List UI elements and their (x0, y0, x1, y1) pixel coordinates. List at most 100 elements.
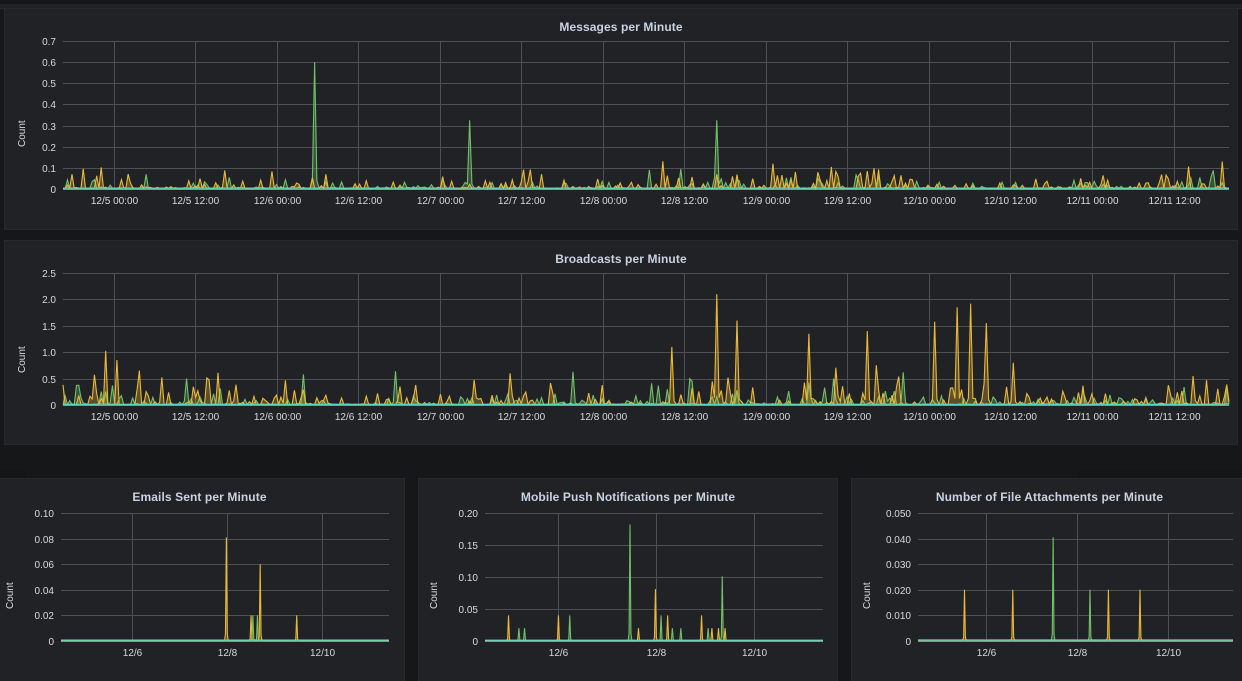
y-tick-label: 0 (50, 185, 56, 196)
x-tick-label: 12/6 (977, 648, 997, 659)
x-tick-label: 12/9 00:00 (743, 196, 791, 207)
series-line-green-series (485, 524, 823, 642)
x-tick-label: 12/7 00:00 (417, 412, 465, 423)
x-tick-label: 12/7 00:00 (417, 196, 465, 207)
chart-svg: 0 0.5 1.0 1.5 2.0 2.5 12/5 00:00 12/5 12:00 12/6… (42, 269, 1230, 423)
plot-area-emails[interactable]: 0 0.02 0.04 0.06 0.08 0.10 12/6 12/8 12/10 (15, 507, 395, 667)
series-area-green-series (485, 524, 823, 641)
chart-svg: 0 0.05 0.10 0.15 0.20 12/6 12/8 12/10 (459, 509, 823, 659)
panel-title-mobile-push-notifications-per-minute: Mobile Push Notifications per Minute (520, 490, 736, 504)
x-tick-label: 12/11 00:00 (1066, 196, 1119, 207)
series-area-yellow-series (63, 294, 1229, 405)
x-tick-label: 12/6 (123, 648, 143, 659)
plot-area-broadcasts[interactable]: 0 0.5 1.0 1.5 2.0 2.5 12/5 00:00 12/5 12:00 12/6… (27, 267, 1235, 431)
panel-messages-per-minute[interactable]: Messages per Minute Count 0 0.1 0.2 0.3 0.4 0… (4, 8, 1238, 230)
y-tick-label: 0.15 (459, 541, 479, 552)
panel-gap-strip (0, 0, 1242, 4)
panel-emails-sent-per-minute[interactable]: Emails Sent per Minute Count 0 0.02 0.04 0.… (0, 478, 405, 681)
chart-svg: 0 0.02 0.04 0.06 0.08 0.10 12/6 12/8 12/10 (35, 509, 389, 659)
y-tick-label: 0 (905, 637, 911, 648)
y-tick-label: 0 (50, 401, 56, 412)
y-tick-label: 0 (48, 637, 54, 648)
series-line-yellow-series (63, 161, 1230, 191)
panel-title-broadcasts-per-minute: Broadcasts per Minute (555, 252, 687, 266)
panel-title-number-of-file-attachments-per-minute: Number of File Attachments per Minute (935, 490, 1164, 504)
x-tick-label: 12/10 (742, 648, 767, 659)
x-tick-label: 12/8 12:00 (661, 196, 709, 207)
x-tick-label: 12/6 12:00 (335, 412, 383, 423)
x-tick-label: 12/7 12:00 (498, 196, 546, 207)
x-tick-label: 12/8 00:00 (580, 412, 628, 423)
y-tick-label: 0.7 (42, 37, 56, 48)
y-tick-label: 1.5 (42, 322, 56, 333)
y-tick-label: 0.06 (35, 560, 55, 571)
x-tick-label: 12/10 (1156, 648, 1181, 659)
series-line-green-series (63, 62, 1229, 190)
panel-mobile-push-notifications-per-minute[interactable]: Mobile Push Notifications per Minute Cou… (418, 478, 838, 681)
x-tick-label: 12/8 (1068, 648, 1088, 659)
x-tick-label: 12/10 00:00 (903, 196, 956, 207)
series-area-yellow-series (485, 589, 823, 641)
y-tick-label: 0.6 (42, 58, 56, 69)
x-tick-label: 12/6 00:00 (254, 196, 302, 207)
y-tick-label: 2.0 (42, 295, 56, 306)
y-tick-label: 0.5 (42, 79, 56, 90)
x-tick-label: 12/8 12:00 (661, 412, 709, 423)
x-tick-label: 12/5 12:00 (172, 196, 220, 207)
y-tick-label: 0.05 (459, 605, 479, 616)
x-tick-label: 12/8 (647, 648, 667, 659)
panel-header-strip-left (0, 470, 26, 479)
x-tick-label: 12/6 12:00 (335, 196, 383, 207)
series-line-cyan-baseline-series (62, 402, 1230, 405)
x-tick-label: 12/10 (310, 648, 335, 659)
y-tick-label: 2.5 (42, 269, 56, 280)
plot-area-file-attachments[interactable]: 0 0.010 0.020 0.030 0.040 0.050 12/6 12/8 12/10 (872, 507, 1239, 667)
x-tick-label: 12/9 12:00 (824, 196, 872, 207)
series-line-yellow-series (62, 294, 1230, 407)
y-tick-label: 0.3 (42, 122, 56, 133)
series-line-cyan-baseline-series (63, 186, 1229, 189)
y-tick-label: 0.4 (42, 100, 56, 111)
y-tick-label: 0.10 (459, 573, 479, 584)
panel-header-strip-right (1078, 470, 1242, 479)
x-tick-label: 12/5 12:00 (172, 412, 220, 423)
plot-area-messages[interactable]: 0 0.1 0.2 0.3 0.4 0.5 0.6 0.7 12/5 00:00 12/5 12:… (27, 35, 1235, 215)
x-tick-label: 12/5 00:00 (91, 196, 139, 207)
x-tick-label: 12/8 (218, 648, 238, 659)
series-line-green-series (62, 371, 1230, 407)
x-tick-label: 12/10 12:00 (984, 196, 1037, 207)
y-tick-label: 0.040 (886, 535, 911, 546)
y-tick-label: 0.010 (886, 611, 911, 622)
x-tick-label: 12/11 12:00 (1148, 196, 1201, 207)
y-tick-label: 0.050 (886, 509, 911, 520)
y-tick-label: 0.020 (886, 586, 911, 597)
y-tick-label: 1.0 (42, 348, 56, 359)
x-tick-label: 12/6 00:00 (254, 412, 302, 423)
y-tick-label: 0.030 (886, 560, 911, 571)
series-line-yellow-series (485, 589, 823, 642)
x-tick-label: 12/7 12:00 (498, 412, 546, 423)
chart-svg: 0 0.010 0.020 0.030 0.040 0.050 12/6 12/8 12/10 (886, 509, 1233, 659)
y-tick-label: 0.5 (42, 375, 56, 386)
panel-number-of-file-attachments-per-minute[interactable]: Number of File Attachments per Minute Co… (851, 478, 1242, 681)
y-tick-label: 0.08 (35, 535, 55, 546)
series-area-yellow-series (63, 161, 1229, 189)
y-tick-label: 0.04 (35, 586, 55, 597)
panel-title-messages-per-minute: Messages per Minute (559, 20, 683, 34)
series-line-yellow-series (61, 537, 389, 641)
x-tick-label: 12/8 00:00 (580, 196, 628, 207)
panel-title-emails-sent-per-minute: Emails Sent per Minute (132, 490, 267, 504)
x-tick-label: 12/5 00:00 (91, 412, 139, 423)
panel-broadcasts-per-minute[interactable]: Broadcasts per Minute Count 0 0.5 1.0 1.5 2.… (4, 240, 1238, 445)
x-tick-label: 12/11 00:00 (1066, 412, 1119, 423)
y-tick-label: 0 (472, 637, 478, 648)
x-tick-label: 12/10 12:00 (984, 412, 1037, 423)
y-tick-label: 0.20 (459, 509, 479, 520)
x-tick-label: 12/11 12:00 (1148, 412, 1201, 423)
series-area-green-series (63, 62, 1229, 189)
plot-area-mobile-push[interactable]: 0 0.05 0.10 0.15 0.20 12/6 12/8 12/10 (439, 507, 829, 667)
x-tick-label: 12/9 12:00 (824, 412, 872, 423)
y-tick-label: 0.02 (35, 611, 55, 622)
y-tick-label: 0.10 (35, 509, 55, 520)
